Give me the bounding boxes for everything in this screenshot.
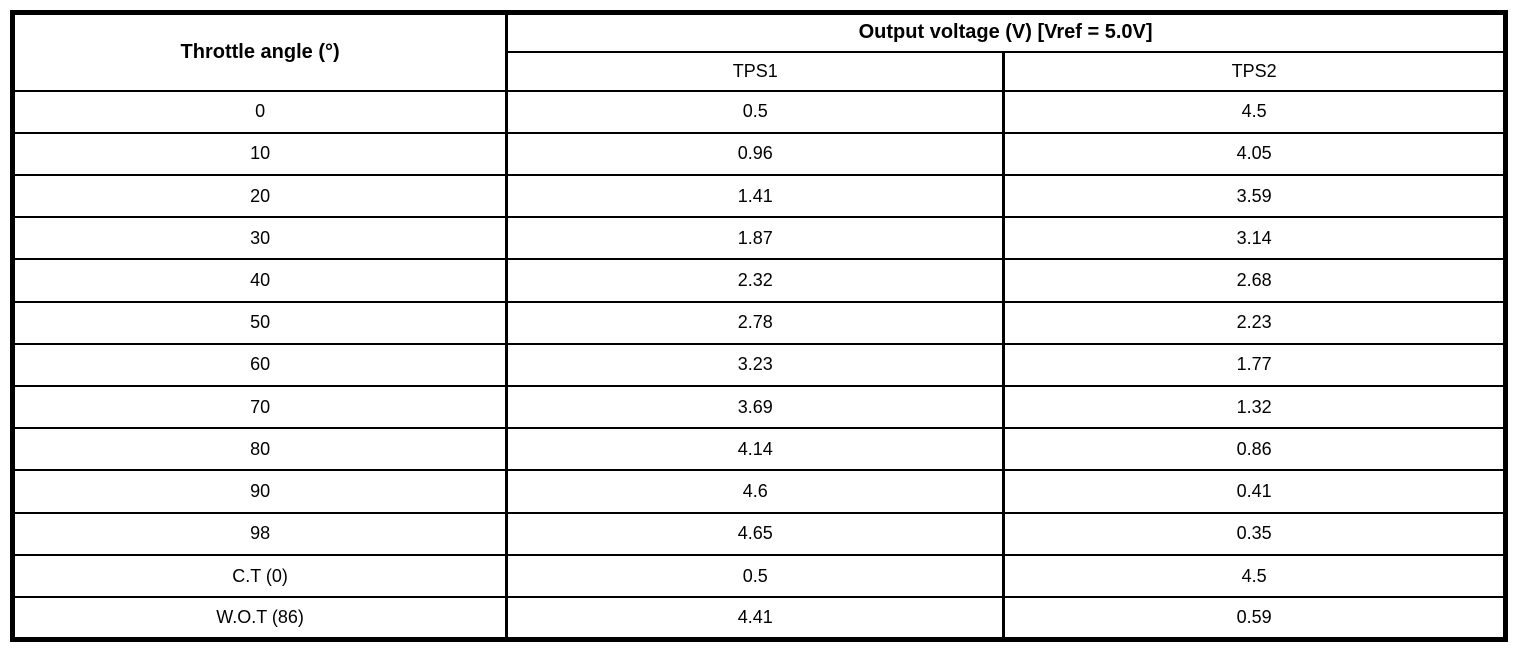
tps2-cell: 1.77 [1002, 342, 1507, 388]
tps1-cell: 0.5 [505, 89, 1005, 134]
output-voltage-header: Output voltage (V) [Vref = 5.0V] [505, 11, 1507, 53]
tps2-cell: 4.5 [1002, 553, 1507, 599]
table-row: 10 0.96 4.05 [11, 131, 1507, 176]
tps2-cell: 0.41 [1002, 469, 1507, 514]
table-row: 80 4.14 0.86 [11, 427, 1507, 472]
table-row: 40 2.32 2.68 [11, 258, 1507, 303]
header-row-sub: TPS1 TPS2 [13, 50, 1507, 92]
tps1-cell: 4.65 [505, 511, 1005, 556]
tps2-cell: 0.86 [1002, 427, 1507, 472]
tps1-cell: 1.87 [505, 216, 1005, 261]
tps1-cell: 2.32 [505, 258, 1005, 303]
tps2-cell: 4.5 [1002, 89, 1507, 134]
angle-cell: 20 [11, 173, 508, 219]
tps2-cell: 4.05 [1002, 131, 1507, 176]
tps-voltage-table: Throttle angle (°) Output voltage (V) [V… [10, 10, 1508, 642]
tps1-cell: 3.69 [505, 385, 1005, 430]
tps2-cell: 2.68 [1002, 258, 1507, 303]
table-row: 30 1.87 3.14 [11, 216, 1507, 261]
tps1-cell: 3.23 [505, 342, 1005, 388]
table-row: 70 3.69 1.32 [11, 385, 1507, 430]
angle-cell: 60 [11, 342, 508, 388]
tps2-cell: 3.59 [1002, 173, 1507, 219]
table-row: 20 1.41 3.59 [11, 173, 1507, 219]
angle-cell: 0 [11, 89, 508, 134]
table-body: 0 0.5 4.5 10 0.96 4.05 20 1.41 3.59 30 1… [11, 89, 1507, 641]
tps1-cell: 0.96 [505, 131, 1005, 176]
tps1-cell: 4.6 [505, 469, 1005, 514]
tps2-cell: 0.59 [1002, 596, 1507, 641]
tps1-cell: 2.78 [505, 300, 1005, 345]
angle-cell: 70 [11, 385, 508, 430]
angle-cell: 98 [11, 511, 508, 556]
table-row: 98 4.65 0.35 [11, 511, 1507, 556]
tps1-cell: 0.5 [505, 553, 1005, 599]
table-row: C.T (0) 0.5 4.5 [11, 553, 1507, 599]
header-row-group: Throttle angle (°) Output voltage (V) [V… [11, 11, 1507, 92]
table-row: 90 4.6 0.41 [11, 469, 1507, 514]
angle-cell: C.T (0) [11, 553, 508, 599]
table-row: W.O.T (86) 4.41 0.59 [11, 596, 1507, 641]
tps2-cell: 0.35 [1002, 511, 1507, 556]
angle-cell: 40 [11, 258, 508, 303]
throttle-angle-header: Throttle angle (°) [11, 11, 508, 92]
table-row: 50 2.78 2.23 [11, 300, 1507, 345]
angle-cell: 30 [11, 216, 508, 261]
angle-cell: 50 [11, 300, 508, 345]
tps1-cell: 1.41 [505, 173, 1005, 219]
tps1-cell: 4.41 [505, 596, 1005, 641]
tps2-cell: 3.14 [1002, 216, 1507, 261]
tps2-header: TPS2 [1002, 50, 1507, 92]
tps1-header: TPS1 [505, 50, 1005, 92]
angle-cell: 80 [11, 427, 508, 472]
tps1-cell: 4.14 [505, 427, 1005, 472]
table-row: 60 3.23 1.77 [11, 342, 1507, 388]
angle-cell: 10 [11, 131, 508, 176]
angle-cell: W.O.T (86) [11, 596, 508, 641]
tps2-cell: 1.32 [1002, 385, 1507, 430]
table-row: 0 0.5 4.5 [11, 89, 1507, 134]
tps2-cell: 2.23 [1002, 300, 1507, 345]
angle-cell: 90 [11, 469, 508, 514]
